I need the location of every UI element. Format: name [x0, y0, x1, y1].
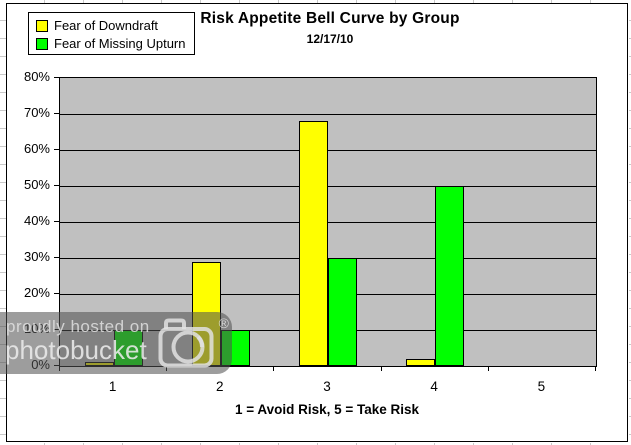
y-axis-tick [54, 221, 59, 222]
gridline [60, 114, 596, 115]
legend-swatch-green-icon [36, 37, 48, 50]
x-axis-category-label: 2 [216, 379, 224, 394]
bar-fear-of-downdraft-group-3 [299, 121, 328, 366]
watermark-text-line1: proudly hosted on [6, 317, 150, 336]
y-axis-tick [54, 185, 59, 186]
legend-item-fear-of-downdraft: Fear of Downdraft [36, 17, 194, 34]
excel-gridline-stubs-right [629, 3, 631, 442]
legend-swatch-yellow-icon [36, 19, 48, 32]
chart-subtitle: 12/17/10 [306, 32, 354, 46]
x-axis-tick [381, 366, 382, 371]
x-axis-category-label: 3 [323, 379, 331, 394]
y-axis-tick [54, 113, 59, 114]
y-axis-tick-label: 70% [23, 105, 50, 120]
y-axis-tick-label: 20% [23, 285, 50, 300]
gridline [60, 222, 596, 223]
y-axis-tick [54, 257, 59, 258]
x-axis-title: 1 = Avoid Risk, 5 = Take Risk [234, 402, 420, 417]
x-axis-category-label: 5 [537, 379, 546, 394]
bar-fear-of-downdraft-group-4 [406, 359, 435, 366]
x-axis-tick [488, 366, 489, 371]
watermark-text-line2: photobucket [5, 335, 147, 365]
y-axis-tick [54, 293, 59, 294]
gridline [60, 150, 596, 151]
gridline [60, 186, 596, 187]
y-axis-tick-label: 40% [23, 213, 50, 228]
x-axis-tick [273, 366, 274, 371]
registered-trademark-icon: ® [218, 315, 229, 331]
y-axis-tick-label: 50% [23, 177, 50, 192]
bar-fear-of-missing-upturn-group-4 [435, 186, 464, 366]
camera-icon [158, 318, 214, 368]
photobucket-watermark: proudly hosted on photobucket ® [0, 312, 232, 374]
excel-gridline-stubs-top [6, 0, 628, 3]
x-axis-category-label: 1 [108, 379, 117, 394]
chart-title: Risk Appetite Bell Curve by Group [200, 10, 460, 27]
y-axis-tick [54, 77, 59, 78]
y-axis-tick-label: 30% [23, 249, 50, 264]
y-axis-tick-label: 60% [23, 141, 50, 156]
legend-label: Fear of Downdraft [54, 18, 159, 33]
x-axis-tick [595, 366, 596, 371]
x-axis-category-label: 4 [430, 379, 438, 394]
excel-gridline-stubs-left [0, 3, 6, 442]
y-axis-tick-label: 80% [23, 69, 50, 84]
bar-fear-of-missing-upturn-group-3 [328, 258, 357, 366]
y-axis-tick [54, 149, 59, 150]
legend-item-fear-of-missing-upturn: Fear of Missing Upturn [36, 35, 194, 52]
excel-gridline-stubs-bottom [6, 443, 628, 445]
legend-label: Fear of Missing Upturn [54, 36, 186, 51]
legend: Fear of Downdraft Fear of Missing Upturn [28, 12, 195, 55]
